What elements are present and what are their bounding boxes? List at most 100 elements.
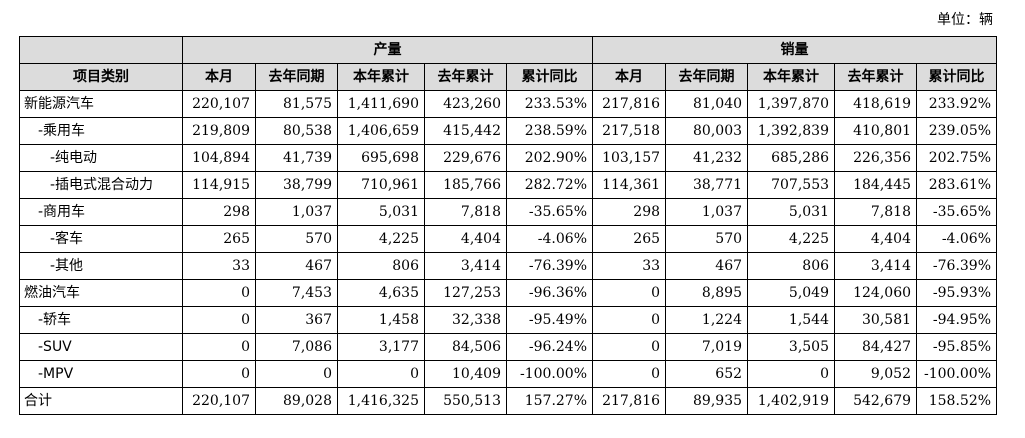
table-cell: -95.49% <box>505 306 594 334</box>
table-row: -MPV 0 0 0 10,409 -100.00% 0 652 0 9,052 -100.00% <box>19 360 998 388</box>
header-column: 去年累计 <box>424 63 507 91</box>
header-category: 项目类别 <box>19 63 183 91</box>
table-cell: 184,445 <box>834 171 918 199</box>
header-column: 累计同比 <box>916 63 998 91</box>
table-cell: 7,818 <box>834 198 918 226</box>
table-cell: 84,427 <box>834 333 918 361</box>
table-cell: 5,031 <box>747 198 836 226</box>
header-column-row: 项目类别 本月 去年同期 本年累计 去年累计 累计同比 本月 去年同期 本年累计… <box>19 63 998 91</box>
row-label: 合计 <box>19 387 183 415</box>
table-cell: 806 <box>747 252 836 280</box>
table-cell: 3,414 <box>834 252 918 280</box>
table-cell: 229,676 <box>424 144 507 172</box>
table-cell: 239.05% <box>916 117 998 145</box>
table-cell: 127,253 <box>424 279 507 307</box>
row-label: -MPV <box>19 360 183 388</box>
table-cell: 84,506 <box>424 333 507 361</box>
header-column: 本月 <box>592 63 667 91</box>
table-cell: 185,766 <box>424 171 507 199</box>
table-cell: 0 <box>592 333 667 361</box>
table-cell: -100.00% <box>505 360 594 388</box>
table-cell: 89,935 <box>665 387 749 415</box>
table-cell: 32,338 <box>424 306 507 334</box>
table-cell: 298 <box>592 198 667 226</box>
table-cell: 220,107 <box>182 90 256 118</box>
table-cell: 695,698 <box>337 144 425 172</box>
table-row: -商用车 298 1,037 5,031 7,818 -35.65% 298 1,037 5,0… <box>19 198 998 226</box>
table-cell: 217,518 <box>592 117 667 145</box>
table-cell: 81,040 <box>665 90 749 118</box>
row-label: -客车 <box>19 225 183 253</box>
table-cell: 4,404 <box>834 225 918 253</box>
table-cell: 410,801 <box>834 117 918 145</box>
table-cell: 81,575 <box>255 90 338 118</box>
table-cell: 1,037 <box>665 198 749 226</box>
table-body: 新能源汽车 220,107 81,575 1,411,690 423,260 233.53… <box>19 90 998 415</box>
table-cell: 0 <box>182 279 256 307</box>
table-cell: 219,809 <box>182 117 256 145</box>
table-cell: 80,003 <box>665 117 749 145</box>
table-cell: 570 <box>255 225 338 253</box>
table-cell: 367 <box>255 306 338 334</box>
table-cell: 233.92% <box>916 90 998 118</box>
table-cell: 0 <box>592 306 667 334</box>
table-cell: 7,086 <box>255 333 338 361</box>
table-cell: 1,037 <box>255 198 338 226</box>
table-cell: 30,581 <box>834 306 918 334</box>
table-cell: -95.93% <box>916 279 998 307</box>
table-cell: 418,619 <box>834 90 918 118</box>
table-cell: 467 <box>665 252 749 280</box>
header-column: 去年同期 <box>255 63 338 91</box>
table-cell: -35.65% <box>916 198 998 226</box>
table-cell: 38,771 <box>665 171 749 199</box>
row-label: -插电式混合动力 <box>19 171 183 199</box>
table-cell: 103,157 <box>592 144 667 172</box>
table-cell: 265 <box>592 225 667 253</box>
table-cell: 652 <box>665 360 749 388</box>
table-cell: 114,915 <box>182 171 256 199</box>
table-cell: 806 <box>337 252 425 280</box>
row-label: 新能源汽车 <box>19 90 183 118</box>
table-cell: 0 <box>337 360 425 388</box>
header-group-row: 产量 销量 <box>19 36 998 64</box>
header-column: 本年累计 <box>747 63 836 91</box>
table-cell: 80,538 <box>255 117 338 145</box>
row-label: -乘用车 <box>19 117 183 145</box>
table-cell: 1,416,325 <box>337 387 425 415</box>
table-cell: 5,031 <box>337 198 425 226</box>
unit-note: 单位：辆 <box>937 12 993 28</box>
table-row: 燃油汽车 0 7,453 4,635 127,253 -96.36% 0 8,895 5,049… <box>19 279 998 307</box>
table-cell: 233.53% <box>505 90 594 118</box>
table-cell: 415,442 <box>424 117 507 145</box>
table-cell: 10,409 <box>424 360 507 388</box>
table-row: -其他 33 467 806 3,414 -76.39% 33 467 806 3,414 -76.… <box>19 252 998 280</box>
table-cell: 124,060 <box>834 279 918 307</box>
table-cell: 4,404 <box>424 225 507 253</box>
table-cell: 550,513 <box>424 387 507 415</box>
table-cell: 8,895 <box>665 279 749 307</box>
table-cell: 7,818 <box>424 198 507 226</box>
table-cell: 0 <box>182 360 256 388</box>
table-cell: 0 <box>182 333 256 361</box>
table-cell: 1,397,870 <box>747 90 836 118</box>
table-cell: -100.00% <box>916 360 998 388</box>
table-cell: 33 <box>592 252 667 280</box>
table-cell: 282.72% <box>505 171 594 199</box>
table-cell: 202.90% <box>505 144 594 172</box>
row-label: -轿车 <box>19 306 183 334</box>
table-row: 新能源汽车 220,107 81,575 1,411,690 423,260 233.53… <box>19 90 998 118</box>
table-cell: 4,225 <box>337 225 425 253</box>
table-cell: -94.95% <box>916 306 998 334</box>
table-cell: 9,052 <box>834 360 918 388</box>
table-cell: -4.06% <box>916 225 998 253</box>
table-row: -乘用车 219,809 80,538 1,406,659 415,442 238.59%… <box>19 117 998 145</box>
table-cell: 707,553 <box>747 171 836 199</box>
table-cell: 467 <box>255 252 338 280</box>
table-row: -纯电动 104,894 41,739 695,698 229,676 202.90% 10… <box>19 144 998 172</box>
table-cell: 5,049 <box>747 279 836 307</box>
table-cell: 158.52% <box>916 387 998 415</box>
table-cell: 0 <box>182 306 256 334</box>
table-cell: 3,505 <box>747 333 836 361</box>
row-label: -其他 <box>19 252 183 280</box>
table-cell: 226,356 <box>834 144 918 172</box>
